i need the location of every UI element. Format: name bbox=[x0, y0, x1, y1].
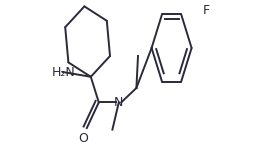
Text: O: O bbox=[79, 132, 89, 145]
Text: H₂N: H₂N bbox=[51, 65, 75, 79]
Text: F: F bbox=[203, 4, 210, 17]
Text: N: N bbox=[114, 96, 124, 109]
